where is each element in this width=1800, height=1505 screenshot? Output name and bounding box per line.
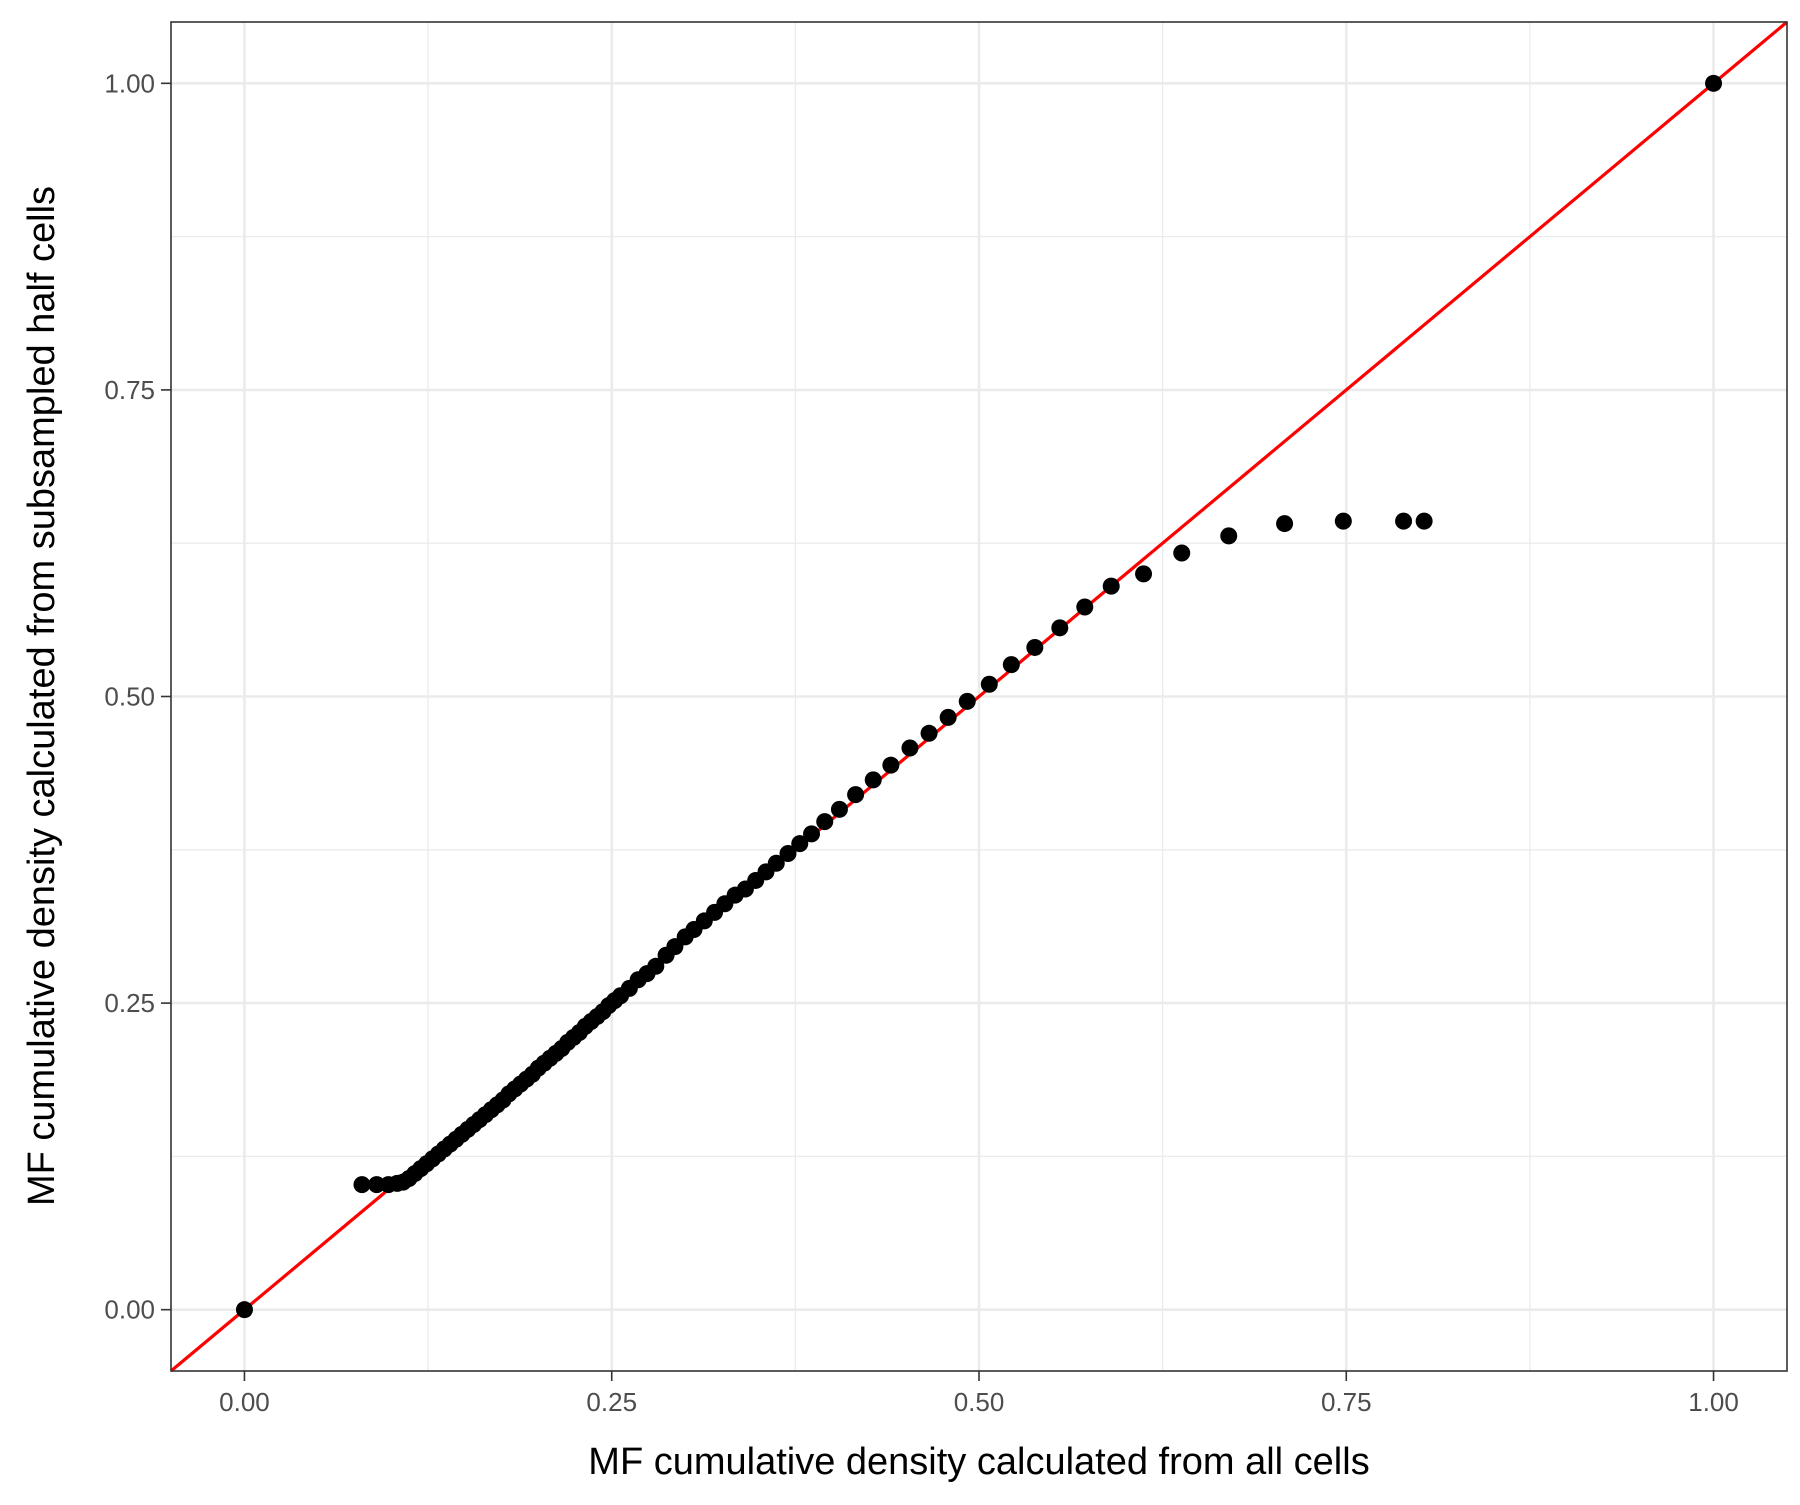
data-point — [1026, 638, 1044, 656]
data-point — [1076, 598, 1094, 616]
y-tick-label: 1.00 — [104, 68, 155, 98]
data-point — [958, 692, 976, 710]
y-axis-ticks: 0.00 0.25 0.50 0.75 1.00 — [104, 68, 171, 1325]
y-tick-label: 0.25 — [104, 988, 155, 1018]
data-point — [1415, 512, 1433, 530]
data-point — [767, 854, 785, 872]
data-point — [939, 708, 957, 726]
data-point — [847, 786, 865, 804]
y-tick-label: 0.75 — [104, 375, 155, 405]
data-point — [1220, 527, 1238, 545]
data-points — [235, 74, 1723, 1319]
x-tick-label: 0.75 — [1321, 1387, 1372, 1417]
data-point — [1135, 565, 1153, 583]
data-point — [816, 813, 834, 831]
x-axis-title: MF cumulative density calculated from al… — [588, 1441, 1369, 1483]
y-axis-title: MF cumulative density calculated from su… — [21, 186, 63, 1206]
x-tick-label: 0.00 — [219, 1387, 270, 1417]
data-point — [1102, 577, 1120, 595]
data-point — [647, 957, 665, 975]
data-point — [864, 771, 882, 789]
data-point — [1276, 515, 1294, 533]
data-point — [353, 1176, 371, 1194]
data-point — [803, 825, 821, 843]
x-tick-label: 0.25 — [586, 1387, 637, 1417]
x-axis-ticks: 0.00 0.25 0.50 0.75 1.00 — [219, 1371, 1739, 1417]
x-tick-label: 1.00 — [1688, 1387, 1739, 1417]
y-tick-label: 0.00 — [104, 1295, 155, 1325]
y-tick-label: 0.50 — [104, 682, 155, 712]
data-point — [882, 756, 900, 774]
x-tick-label: 0.50 — [954, 1387, 1005, 1417]
data-point — [920, 724, 938, 742]
data-point — [1051, 619, 1069, 637]
data-point — [368, 1176, 386, 1194]
data-point — [779, 844, 797, 862]
data-point — [1002, 656, 1020, 674]
data-point — [980, 675, 998, 693]
data-point — [1705, 74, 1723, 92]
data-point — [1395, 512, 1413, 530]
data-point — [791, 835, 809, 853]
data-point — [1334, 512, 1352, 530]
data-point — [901, 739, 919, 757]
data-point — [235, 1301, 253, 1319]
data-point — [830, 800, 848, 818]
data-point — [1173, 544, 1191, 562]
